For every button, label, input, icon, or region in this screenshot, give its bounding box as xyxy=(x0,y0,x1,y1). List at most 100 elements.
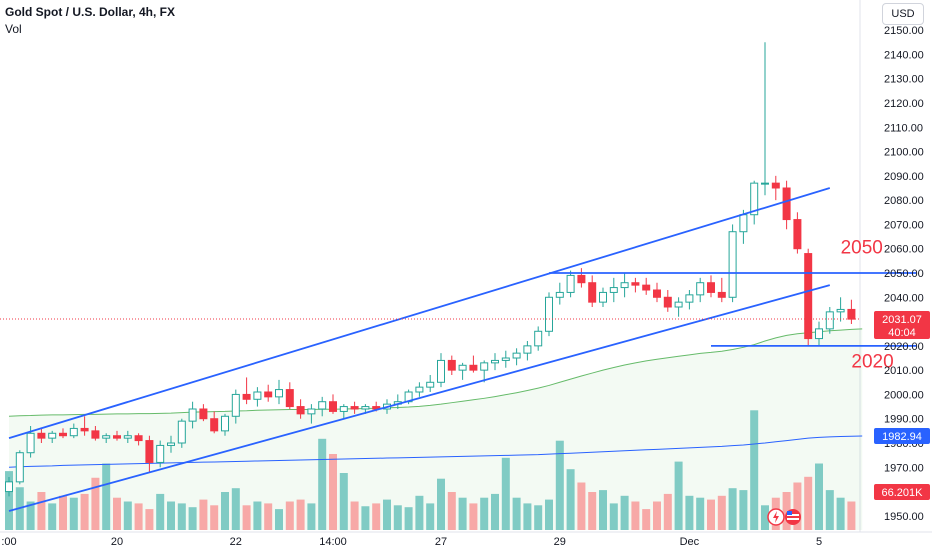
candle-body xyxy=(609,287,618,293)
volume-bar xyxy=(447,492,456,530)
volume-bar xyxy=(739,490,748,530)
ma-line-blue xyxy=(8,435,863,468)
volume-bar xyxy=(296,499,305,530)
volume-bar xyxy=(793,482,802,530)
candle-body xyxy=(177,420,186,444)
volume-bar xyxy=(609,503,618,530)
volume-bar xyxy=(210,505,219,530)
volume-bar xyxy=(566,469,575,530)
ma-value-tag-text: 1982.94 xyxy=(882,431,922,443)
volume-bar xyxy=(199,499,208,530)
y-tick-label: 2090.00 xyxy=(884,171,924,183)
volume-bar xyxy=(458,497,467,530)
volume-value-tag-text: 66.201K xyxy=(882,487,924,499)
volume-bar xyxy=(750,410,759,530)
y-tick-label: 2080.00 xyxy=(884,195,924,207)
candle-body xyxy=(210,418,219,432)
candle-body xyxy=(113,435,121,439)
volume-bar xyxy=(350,501,359,530)
volume-bar xyxy=(577,482,586,530)
candle-body xyxy=(199,408,208,420)
volume-bar xyxy=(685,495,694,530)
last-price-tag xyxy=(874,310,930,339)
candle-body xyxy=(134,435,143,442)
volume-bar xyxy=(264,503,273,530)
volume-bar xyxy=(318,438,327,530)
candle-body xyxy=(653,289,661,298)
volume-indicator-label[interactable]: Vol xyxy=(5,22,22,36)
volume-bar xyxy=(717,495,726,530)
volume-bar xyxy=(469,503,478,530)
candle-body xyxy=(663,296,672,308)
y-tick-label: 1970.00 xyxy=(884,462,924,474)
volume-bar xyxy=(491,493,499,530)
candle-body xyxy=(793,219,802,250)
candle-body xyxy=(566,274,575,293)
volume-bar xyxy=(372,503,381,530)
last-price-tag-text: 2031.07 xyxy=(882,314,922,326)
candle-body xyxy=(123,435,132,439)
candle-body xyxy=(804,253,813,340)
x-tick-label: 5 xyxy=(816,536,822,548)
currency-button[interactable]: USD xyxy=(882,3,924,25)
x-tick-label: 14:00 xyxy=(319,536,347,548)
volume-bar xyxy=(415,495,424,530)
y-tick-label: 2050.00 xyxy=(884,268,924,280)
volume-bar xyxy=(825,490,834,530)
y-tick-label: 2040.00 xyxy=(884,292,924,304)
x-tick-label: 22 xyxy=(230,536,242,548)
candle-body xyxy=(588,282,597,303)
lightning-icon-glyph xyxy=(773,511,779,523)
candle-body xyxy=(728,231,737,298)
candle-body xyxy=(501,357,510,361)
candle-body xyxy=(415,386,424,393)
candle-body xyxy=(69,427,78,437)
candle-body xyxy=(555,291,564,298)
volume-bar xyxy=(501,457,510,530)
symbol-title[interactable]: Gold Spot / U.S. Dollar, 4h, FX xyxy=(5,5,176,19)
volume-bar xyxy=(383,499,391,530)
candle-body xyxy=(750,182,759,216)
volume-bar xyxy=(728,488,737,530)
candle-body xyxy=(285,389,294,408)
x-tick-label: Dec xyxy=(680,536,700,548)
volume-bar xyxy=(404,507,413,530)
candle-body xyxy=(350,406,359,410)
x-tick-label: 29 xyxy=(554,536,566,548)
candle-body xyxy=(15,452,24,483)
level-annotation: 2020 xyxy=(851,352,893,373)
y-tick-label: 2020.00 xyxy=(884,341,924,353)
volume-bar xyxy=(48,503,57,530)
candle-body xyxy=(318,401,327,410)
volume-bar xyxy=(80,493,89,530)
volume-bar xyxy=(275,509,283,530)
volume-bar xyxy=(69,497,78,530)
last-price-tag-text: 40:04 xyxy=(888,327,916,339)
volume-bar xyxy=(512,497,521,530)
volume-bar xyxy=(156,493,165,530)
y-tick-label: 2060.00 xyxy=(884,244,924,256)
y-tick-label: 2110.00 xyxy=(884,122,923,134)
candle-body xyxy=(512,352,521,359)
volume-bar xyxy=(588,492,597,530)
candle-body xyxy=(5,481,13,493)
y-tick-label: 2100.00 xyxy=(884,147,924,159)
volume-bar xyxy=(361,506,370,530)
candle-body xyxy=(491,359,499,364)
volume-bar xyxy=(231,488,240,530)
candle-body xyxy=(523,345,532,354)
candle-body xyxy=(437,359,445,383)
candle-body xyxy=(221,415,229,432)
volume-bar xyxy=(674,461,683,530)
volume-bar xyxy=(59,495,67,530)
y-tick-label: 2010.00 xyxy=(884,365,924,377)
volume-bar xyxy=(782,492,791,530)
y-tick-label: 2120.00 xyxy=(884,98,924,110)
volume-bar xyxy=(815,463,823,530)
volume-bar xyxy=(307,503,316,530)
candle-body xyxy=(296,406,305,415)
candle-body xyxy=(339,406,348,412)
candle-body xyxy=(815,328,823,340)
